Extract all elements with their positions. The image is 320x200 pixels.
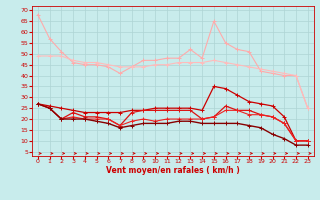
X-axis label: Vent moyen/en rafales ( km/h ): Vent moyen/en rafales ( km/h ) xyxy=(106,166,240,175)
